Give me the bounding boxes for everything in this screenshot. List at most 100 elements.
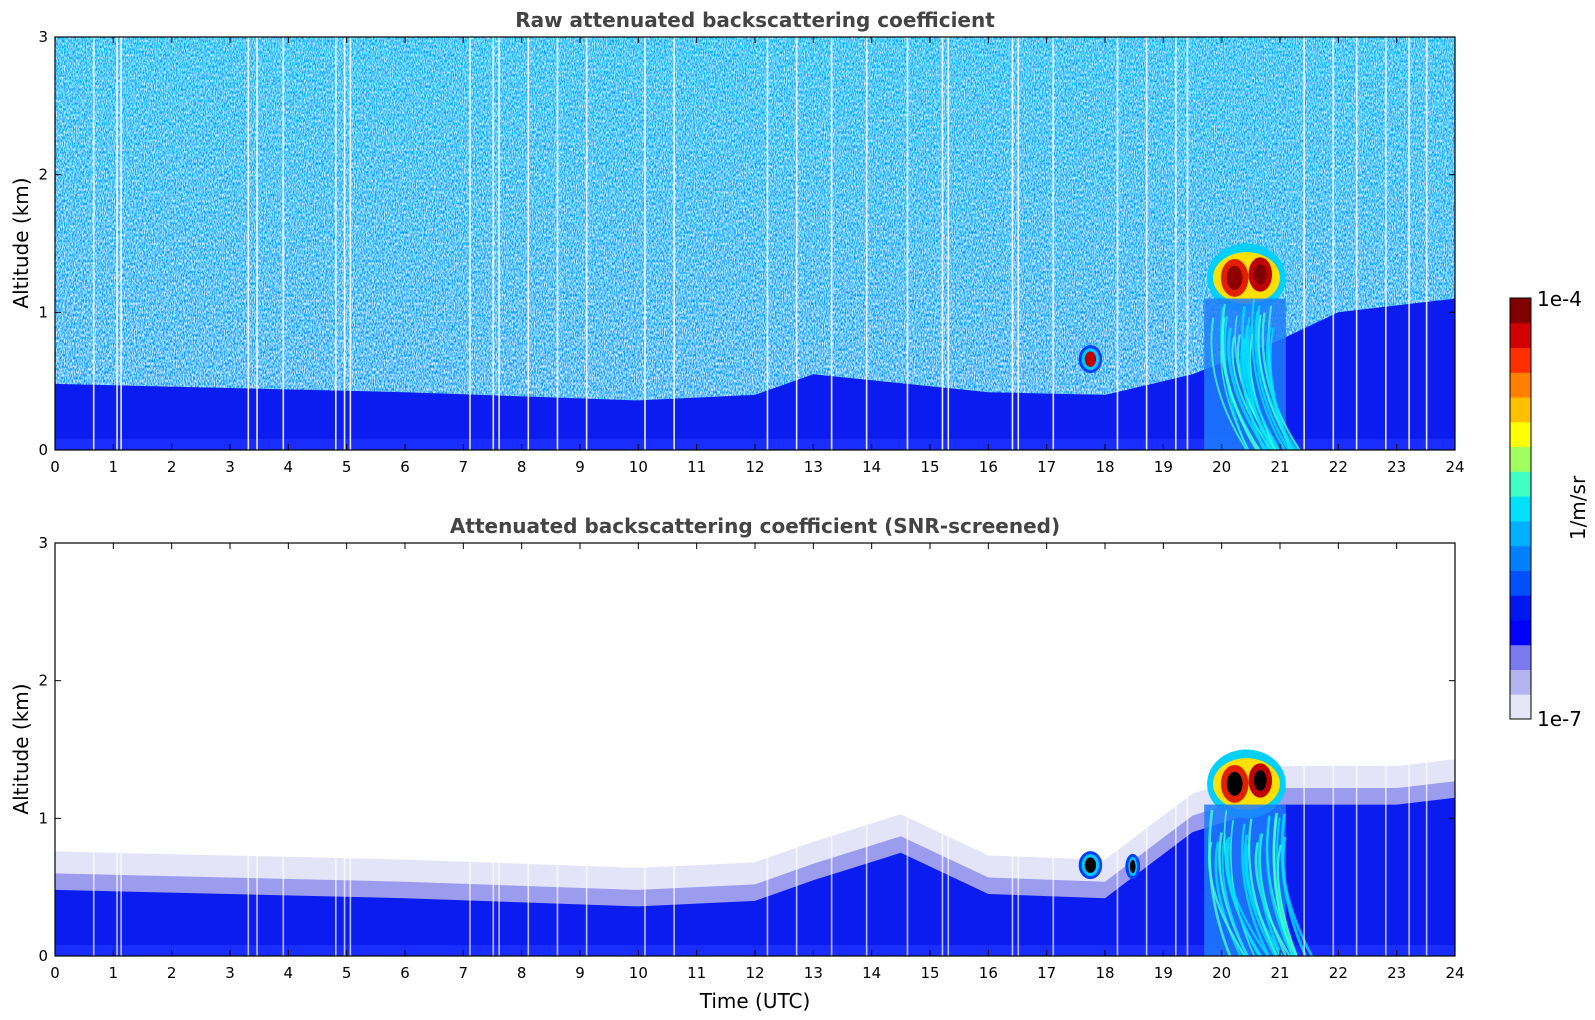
data-gap — [1116, 543, 1119, 956]
x-tick-label: 9 — [575, 458, 585, 476]
colorbar-swatch — [1510, 471, 1531, 497]
data-gap — [1385, 543, 1387, 956]
y-tick-label: 3 — [38, 534, 48, 552]
data-gap — [766, 37, 769, 450]
data-gap — [335, 543, 337, 956]
data-gap — [1175, 543, 1177, 956]
x-tick-label: 24 — [1445, 964, 1464, 982]
colorbar-swatch — [1510, 496, 1531, 522]
data-gap — [256, 37, 258, 450]
data-gap — [795, 543, 798, 956]
data-gap — [1116, 37, 1119, 450]
data-gap — [1332, 543, 1335, 956]
x-tick-label: 24 — [1445, 458, 1464, 476]
screened-backscatter-panel: Attenuated backscattering coefficient (S… — [9, 514, 1465, 1013]
data-gap — [469, 37, 471, 450]
raw-x-ticks: 0 1 2 3 4 5 6 7 8 9 10 11 12 13 14 15 16 17 18 19 20 21 22 23 24 — [50, 37, 1465, 476]
x-tick-label: 23 — [1387, 964, 1406, 982]
data-gap — [1303, 543, 1305, 956]
boundary-layer — [55, 797, 1455, 956]
y-tick-label: 1 — [38, 809, 48, 827]
y-tick-label: 1 — [38, 303, 48, 321]
x-tick-label: 18 — [1095, 964, 1114, 982]
colorbar-swatch — [1510, 421, 1531, 448]
data-gap — [1017, 37, 1020, 450]
data-gap — [92, 37, 95, 450]
y-tick-label: 3 — [38, 28, 48, 46]
data-gap — [498, 543, 500, 956]
x-tick-label: 16 — [979, 964, 998, 982]
panel-title-screened: Attenuated backscattering coefficient (S… — [450, 514, 1060, 538]
data-gap — [1408, 543, 1410, 956]
colorbar-swatch — [1510, 322, 1531, 349]
x-tick-label: 16 — [979, 458, 998, 476]
x-tick-label: 14 — [862, 964, 881, 982]
x-tick-label: 6 — [400, 964, 410, 982]
data-gap — [585, 543, 588, 956]
x-tick-label: 21 — [1270, 458, 1289, 476]
raw-y-axis-label: Altitude (km) — [9, 177, 33, 308]
x-tick-label: 17 — [1037, 964, 1056, 982]
data-gap — [556, 543, 559, 956]
x-tick-label: 11 — [687, 458, 706, 476]
x-tick-label: 13 — [804, 964, 823, 982]
y-tick-label: 2 — [38, 166, 48, 184]
data-gap — [1355, 37, 1358, 450]
colorbar-swatch — [1510, 669, 1531, 695]
colorbar-swatch — [1510, 694, 1531, 720]
x-tick-label: 15 — [920, 458, 939, 476]
data-gap — [335, 37, 337, 450]
data-gap — [1011, 543, 1014, 956]
screened-x-ticks: 0 1 2 3 4 5 6 7 8 9 10 11 12 13 14 15 16 17 18 19 20 21 22 23 24 — [50, 543, 1465, 982]
x-tick-label: 3 — [225, 458, 235, 476]
data-gap — [941, 543, 944, 956]
data-gap — [256, 543, 258, 956]
data-gap — [349, 37, 352, 450]
x-tick-label: 14 — [862, 458, 881, 476]
colorbar-swatch — [1510, 397, 1531, 423]
raw-backscatter-panel: Raw attenuated backscattering coefficien… — [9, 8, 1465, 476]
colorbar-swatch — [1510, 545, 1531, 571]
data-gap — [673, 543, 675, 956]
data-gap — [1175, 37, 1177, 450]
x-tick-label: 4 — [284, 458, 294, 476]
colorbar-swatch — [1510, 619, 1531, 646]
data-gap — [343, 37, 346, 450]
colorbar-swatch — [1510, 372, 1531, 398]
x-tick-label: 10 — [629, 964, 648, 982]
data-gap — [120, 543, 122, 956]
colorbar-swatch — [1510, 595, 1531, 621]
colorbar-swatch — [1510, 446, 1531, 472]
colorbar-swatch — [1510, 570, 1531, 596]
raw-y-ticks: 0 1 2 3 — [38, 28, 1455, 459]
x-tick-label: 15 — [920, 964, 939, 982]
x-tick-label: 5 — [342, 458, 352, 476]
data-gap — [116, 37, 118, 450]
cloud — [1125, 853, 1141, 880]
data-gap — [469, 543, 471, 956]
cloud — [1078, 851, 1103, 880]
colorbar-frame — [1509, 297, 1532, 720]
x-tick-label: 8 — [517, 458, 527, 476]
x-tick-label: 7 — [459, 458, 469, 476]
data-gap — [1186, 37, 1189, 450]
colorbar-swatch — [1510, 347, 1531, 373]
data-gap — [527, 543, 530, 956]
y-tick-label: 0 — [38, 441, 48, 459]
screened-y-axis-label: Altitude (km) — [9, 683, 33, 814]
x-tick-label: 6 — [400, 458, 410, 476]
x-tick-label: 12 — [745, 964, 764, 982]
data-gap — [865, 37, 868, 450]
x-tick-label: 7 — [459, 964, 469, 982]
data-gap — [556, 37, 559, 450]
boundary-layer — [55, 298, 1455, 450]
data-gap — [1017, 543, 1020, 956]
data-gap — [1052, 37, 1055, 450]
x-tick-label: 5 — [342, 964, 352, 982]
y-tick-label: 2 — [38, 672, 48, 690]
y-tick-label: 0 — [38, 947, 48, 965]
data-gap — [349, 543, 352, 956]
data-gap — [766, 543, 769, 956]
data-gap — [906, 37, 909, 450]
x-tick-label: 11 — [687, 964, 706, 982]
